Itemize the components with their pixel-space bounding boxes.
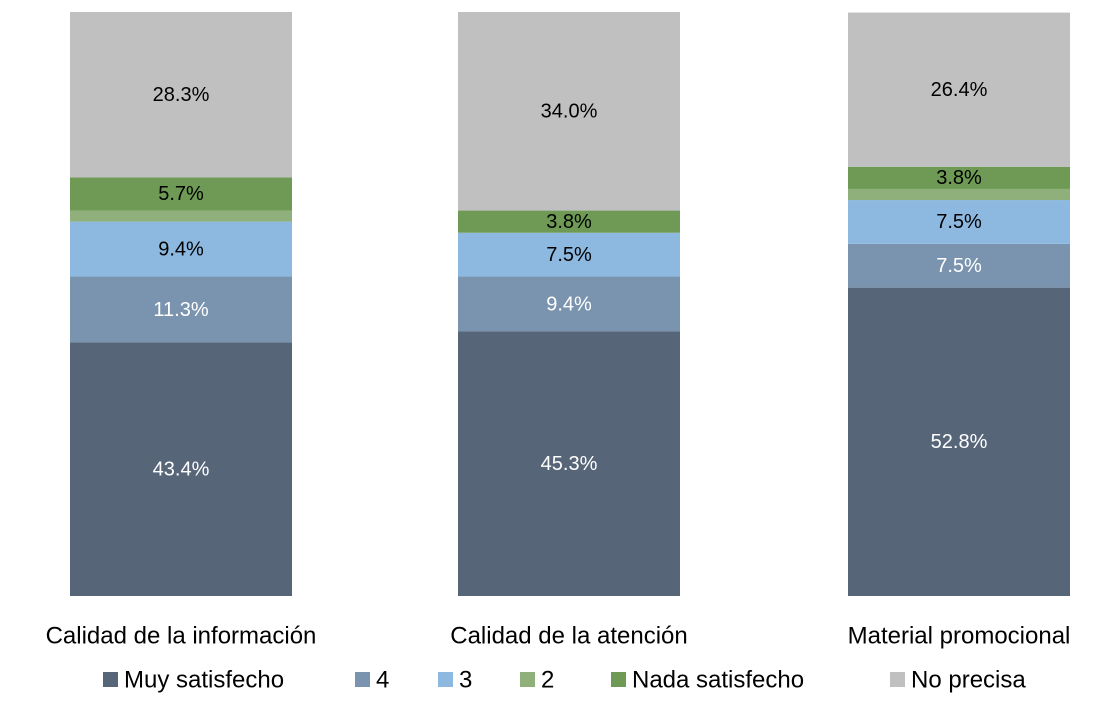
data-label: 52.8% bbox=[931, 431, 988, 453]
legend-label: Nada satisfecho bbox=[632, 666, 804, 693]
bar-segment bbox=[848, 200, 1070, 244]
bar-segment bbox=[70, 221, 292, 277]
x-tick-label: Material promocional bbox=[848, 622, 1071, 649]
bar-segment bbox=[458, 232, 680, 277]
bar-segment bbox=[848, 243, 1070, 288]
bar-segment bbox=[70, 210, 292, 222]
legend-swatch bbox=[520, 672, 535, 687]
legend-swatch bbox=[103, 672, 118, 687]
bar-segment bbox=[70, 276, 292, 343]
bar-segment bbox=[458, 210, 680, 233]
bar-segment bbox=[70, 342, 292, 596]
legend-swatch bbox=[438, 672, 453, 687]
x-tick-label: Calidad de la información bbox=[46, 622, 317, 649]
bar-segment bbox=[458, 12, 680, 211]
data-label: 7.5% bbox=[936, 211, 982, 233]
bar-segment bbox=[848, 12, 1070, 167]
legend-swatch bbox=[611, 672, 626, 687]
legend-label: 2 bbox=[541, 666, 554, 693]
data-label: 34.0% bbox=[541, 101, 598, 123]
data-label: 3.8% bbox=[546, 211, 592, 233]
data-label: 5.7% bbox=[158, 183, 204, 205]
data-label: 7.5% bbox=[546, 244, 592, 266]
legend-swatch bbox=[890, 672, 905, 687]
data-label: 9.4% bbox=[546, 293, 592, 315]
data-label: 7.5% bbox=[936, 255, 982, 277]
legend-label: 3 bbox=[459, 666, 472, 693]
data-label: 11.3% bbox=[153, 299, 208, 321]
bar-segment bbox=[458, 276, 680, 332]
data-label: 43.4% bbox=[153, 459, 210, 481]
bar-segment bbox=[848, 166, 1070, 189]
bar-segment bbox=[848, 188, 1070, 201]
legend-swatch bbox=[355, 672, 370, 687]
data-label: 9.4% bbox=[158, 238, 204, 260]
legend-label: 4 bbox=[376, 666, 389, 693]
x-tick-label: Calidad de la atención bbox=[450, 622, 688, 649]
bar-segment bbox=[848, 287, 1070, 596]
data-label: 26.4% bbox=[931, 79, 988, 101]
bar-segment bbox=[70, 177, 292, 211]
bar-segment bbox=[458, 331, 680, 596]
bar-segment bbox=[70, 12, 292, 178]
data-label: 45.3% bbox=[541, 453, 598, 475]
legend-label: No precisa bbox=[911, 666, 1026, 693]
data-label: 3.8% bbox=[936, 167, 982, 189]
legend-label: Muy satisfecho bbox=[124, 666, 284, 693]
data-label: 28.3% bbox=[153, 84, 210, 106]
